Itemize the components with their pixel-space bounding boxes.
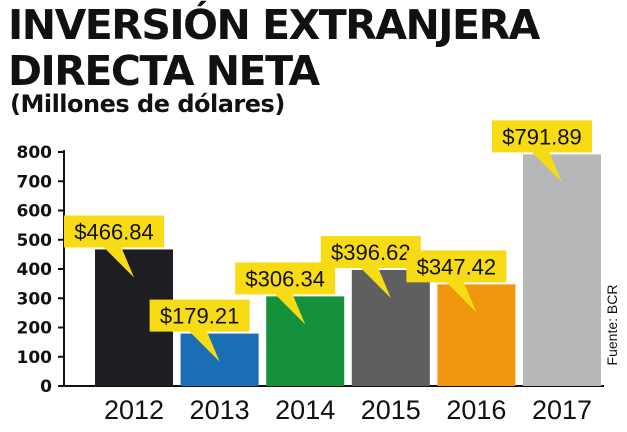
data-label-box: [406, 250, 507, 283]
data-label-pointer: [359, 266, 391, 298]
source-note: Fuente: BCR: [604, 284, 620, 366]
data-label-box: [64, 215, 164, 248]
y-tick-label: 300: [17, 289, 53, 309]
bar-2014: [266, 296, 345, 386]
data-label-pointer: [188, 330, 220, 362]
y-tick-label: 800: [17, 143, 53, 163]
y-tick-label: 700: [17, 172, 53, 192]
data-label: $791.89: [502, 124, 582, 149]
bar-2016: [437, 284, 516, 386]
data-label: $347.42: [417, 254, 497, 279]
data-label-pointer: [531, 151, 562, 183]
bar-2017: [523, 154, 601, 386]
x-tick-label: 2013: [190, 395, 250, 425]
bar-2015: [351, 269, 430, 386]
data-label-box: [149, 299, 250, 332]
data-label: $179.21: [160, 304, 240, 329]
y-tick-label: 500: [17, 231, 53, 251]
data-label: $396.62: [331, 240, 411, 265]
data-label-box: [320, 235, 421, 268]
data-label-pointer: [274, 293, 306, 325]
y-tick-label: 600: [17, 202, 53, 222]
y-tick-label: 100: [17, 348, 53, 368]
y-tick-label: 0: [40, 377, 52, 397]
data-label-pointer: [103, 246, 134, 278]
x-tick-label: 2017: [532, 395, 592, 425]
x-tick-label: 2016: [446, 395, 506, 425]
y-tick-label: 200: [17, 319, 53, 339]
x-tick-label: 2012: [104, 395, 164, 425]
chart-subtitle: (Millones de dólares): [10, 90, 285, 118]
data-label: $306.34: [245, 266, 325, 291]
y-tick-label: 400: [17, 260, 53, 280]
x-tick-label: 2015: [361, 395, 421, 425]
data-label-box: [235, 262, 336, 295]
x-tick-label: 2014: [275, 395, 335, 425]
data-label-box: [492, 120, 592, 153]
data-label-pointer: [445, 281, 477, 313]
data-label: $466.84: [74, 219, 154, 244]
chart-title: INVERSIÓN EXTRANJERA DIRECTA NETA: [8, 1, 540, 95]
bar-2013: [180, 333, 259, 386]
